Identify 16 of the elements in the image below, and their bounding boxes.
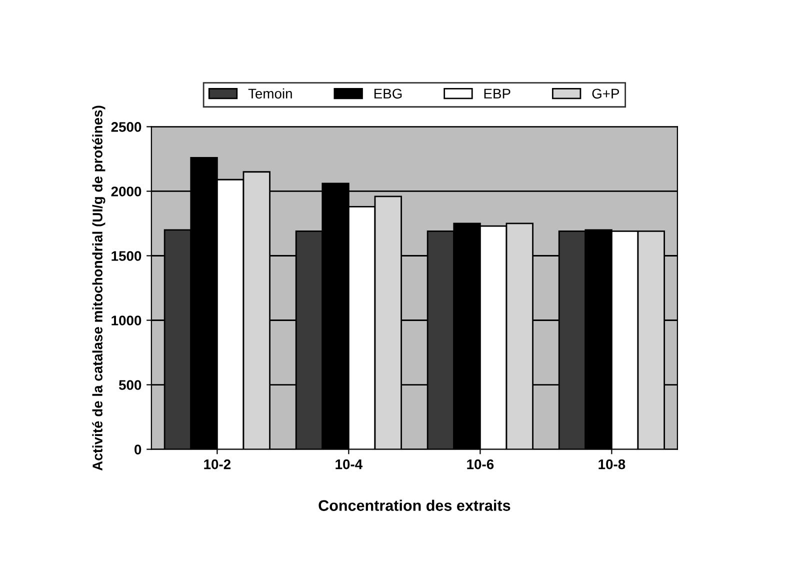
x-tick-label: 10-6	[467, 459, 494, 470]
legend-label: Temoin	[248, 88, 292, 99]
y-tick-label: 1000	[112, 316, 142, 326]
legend-label: EBG	[374, 88, 402, 99]
y-tick-label: 2000	[111, 186, 142, 196]
y-axis-title: Activité de la catalase mitochondrial (UI/g de protéines)	[92, 106, 106, 471]
x-tick-label: 10-2	[204, 459, 231, 470]
y-tick-label: 0	[134, 444, 142, 454]
x-tick-label: 10-4	[336, 459, 363, 470]
legend-label: EBP	[484, 88, 510, 98]
y-tick-label: 2500	[111, 122, 142, 132]
legend-label: G+P	[592, 88, 620, 99]
x-axis-title: Concentration des extraits	[318, 500, 510, 511]
y-tick-label: 500	[118, 380, 142, 390]
y-tick-label: 1500	[112, 251, 142, 261]
x-tick-label: 10-8	[598, 459, 626, 470]
